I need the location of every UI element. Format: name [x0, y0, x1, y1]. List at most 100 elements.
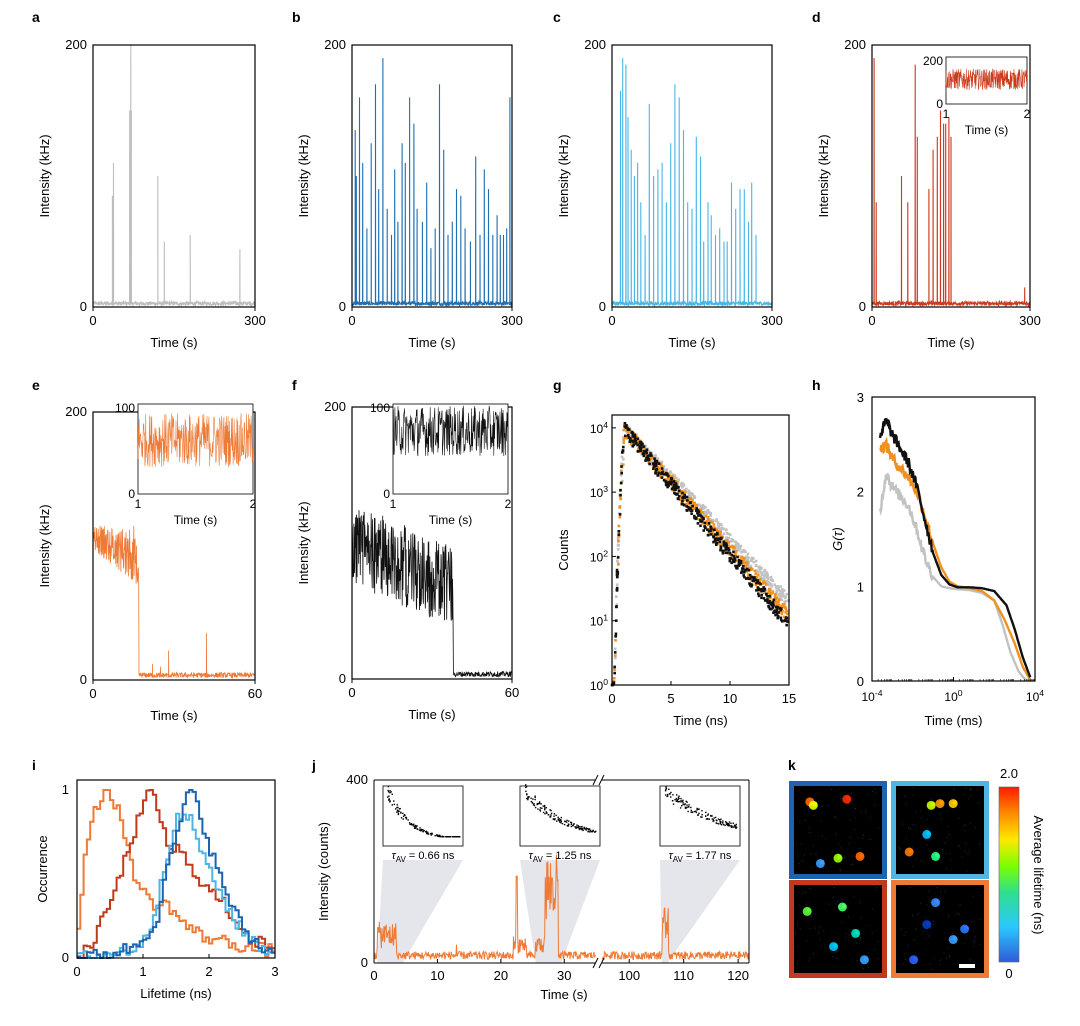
- decay-point: [567, 825, 569, 827]
- decay-point: [536, 802, 539, 805]
- data-point: [701, 511, 705, 514]
- data-point: [691, 504, 694, 508]
- data-point: [724, 528, 728, 532]
- data-point: [631, 444, 635, 448]
- data-point: [770, 592, 773, 595]
- decay-point: [571, 824, 574, 827]
- x-tick-label: 0: [868, 313, 875, 328]
- decay-point: [719, 820, 721, 823]
- data-point: [782, 615, 786, 619]
- data-point: [706, 509, 709, 512]
- x-tick-label: 60: [505, 685, 519, 700]
- decay-point: [534, 796, 536, 799]
- data-point: [720, 526, 724, 530]
- correlation-curve: [878, 417, 1032, 678]
- data-point: [633, 435, 637, 439]
- y-tick-label: 102: [590, 548, 608, 564]
- decay-point: [680, 797, 682, 800]
- decay-point: [720, 823, 723, 826]
- panel-k: 2.0 0 Average lifetime (ns): [789, 766, 1046, 981]
- emitter-spot-core: [930, 802, 935, 807]
- data-point: [715, 538, 718, 542]
- data-point: [756, 570, 760, 573]
- y-tick-label: 200: [844, 37, 866, 52]
- lifetime-image: [789, 880, 887, 978]
- data-point: [760, 593, 763, 597]
- panel-c: 0 300 0 200 Time (s) Intensity (kHz): [556, 37, 783, 350]
- data-point: [689, 493, 693, 497]
- data-point: [776, 606, 780, 609]
- noise-pixel: [974, 936, 976, 938]
- data-point: [754, 559, 758, 563]
- noise-pixel: [928, 890, 930, 892]
- data-point: [657, 471, 660, 475]
- data-point: [614, 656, 617, 660]
- emitter-spot-core: [952, 936, 957, 941]
- colorbar: [998, 786, 1020, 963]
- data-point: [647, 449, 651, 453]
- noise-pixel: [862, 837, 864, 839]
- noise-pixel: [802, 892, 804, 894]
- x-tick-label: 300: [761, 313, 783, 328]
- noise-pixel: [819, 926, 821, 928]
- data-point: [717, 537, 721, 540]
- noise-pixel: [946, 836, 948, 838]
- decay-point: [402, 818, 405, 820]
- data-point: [661, 470, 664, 474]
- data-point: [628, 437, 632, 440]
- data-point: [669, 482, 673, 486]
- data-point: [637, 441, 640, 444]
- data-point: [765, 571, 769, 574]
- noise-pixel: [860, 811, 862, 813]
- decay-point: [536, 803, 538, 806]
- data-point: [689, 503, 693, 506]
- decay-point: [389, 790, 391, 792]
- data-point: [614, 595, 618, 598]
- noise-pixel: [915, 811, 917, 813]
- data-point: [765, 592, 768, 596]
- noise-pixel: [849, 819, 851, 821]
- data-point: [681, 481, 684, 485]
- data-point: [750, 584, 753, 588]
- decay-point: [387, 789, 389, 792]
- data-point: [754, 580, 758, 583]
- data-point: [762, 589, 766, 592]
- data-point: [763, 573, 766, 576]
- data-point: [757, 594, 761, 598]
- decay-point: [686, 804, 688, 806]
- data-point: [685, 495, 689, 499]
- decay-point: [667, 795, 669, 797]
- data-point: [667, 477, 670, 481]
- noise-pixel: [965, 937, 967, 939]
- y-axis-label: Intensity (kHz): [556, 134, 571, 217]
- data-point: [687, 502, 690, 505]
- inset-trace: [137, 413, 254, 467]
- panel-letter-e: e: [32, 377, 40, 393]
- emitter-spot-core: [926, 921, 931, 926]
- noise-pixel: [912, 846, 914, 848]
- data-point: [699, 508, 703, 511]
- decay-point: [707, 814, 709, 816]
- x-tick-label: 0: [608, 313, 615, 328]
- decay-point: [681, 805, 683, 807]
- decay-point: [403, 814, 406, 816]
- data-point: [660, 465, 663, 468]
- panel-a: 0 300 0 200 Time (s) Intensity (kHz): [37, 37, 266, 350]
- data-point: [693, 496, 697, 500]
- data-point: [762, 580, 766, 583]
- noise-pixel: [804, 854, 806, 856]
- decay-point: [595, 830, 597, 833]
- data-point: [628, 439, 632, 443]
- noise-pixel: [805, 904, 807, 906]
- noise-pixel: [930, 798, 932, 800]
- decay-point: [664, 794, 667, 796]
- x-tick-label: 120: [727, 968, 749, 983]
- noise-pixel: [938, 813, 940, 815]
- data-point: [683, 493, 686, 497]
- noise-pixel: [948, 915, 950, 917]
- data-point: [752, 557, 755, 560]
- data-point: [709, 514, 712, 518]
- data-point: [747, 560, 750, 563]
- data-point: [709, 525, 713, 529]
- data-point: [741, 564, 745, 568]
